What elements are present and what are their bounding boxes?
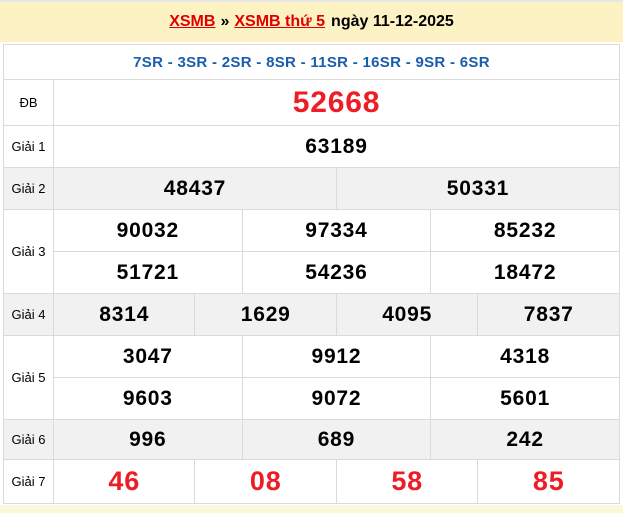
prize-number-g4-3: 4095 (335, 293, 479, 336)
breadcrumb-separator: » (220, 13, 230, 30)
prize-number-g4-1: 8314 (52, 293, 196, 336)
prize-number-g6-1: 996 (53, 419, 243, 460)
prize-number-g1-1: 63189 (53, 125, 620, 168)
prize-number-g5-2: 9912 (241, 335, 432, 378)
loto-codes-header: 7SR - 3SR - 2SR - 8SR - 11SR - 16SR - 9S… (3, 44, 620, 80)
prize-number-g3-3: 85232 (430, 209, 620, 252)
prize-number-g7-2: 08 (194, 459, 337, 504)
prize-row-g2: Giải 2 48437 50331 (3, 167, 621, 210)
xsmb-day-link[interactable]: XSMB thứ 5 (234, 13, 326, 30)
prize-number-g7-3: 58 (335, 459, 479, 504)
title-banner: XSMB » XSMB thứ 5 ngày 11-12-2025 (0, 0, 623, 42)
prize-row-g7: Giải 7 46 08 58 85 (3, 459, 620, 504)
prize-number-db-1: 52668 (53, 79, 620, 126)
prize-number-g6-3: 242 (430, 419, 620, 460)
prize-row-g5-line1: Giải 5 3047 9912 4318 (3, 335, 620, 420)
bottom-strip (0, 505, 623, 513)
prize-number-g3-5: 54236 (241, 251, 432, 294)
prize-number-g3-1: 90032 (53, 209, 243, 252)
prize-label-g7: Giải 7 (3, 459, 54, 504)
prize-number-g3-4: 51721 (53, 251, 243, 294)
prize-label-g6: Giải 6 (3, 419, 54, 460)
prize-label-g3: Giải 3 (3, 209, 54, 294)
prize-number-g4-4: 7837 (477, 293, 620, 336)
prize-number-g2-2: 50331 (335, 167, 621, 210)
prize-row-db: ĐB 52668 (3, 79, 620, 126)
prize-row-g3-line1: Giải 3 90032 97334 85232 (3, 209, 620, 294)
prize-number-g3-2: 97334 (241, 209, 432, 252)
prize-row-g3-line2: 51721 54236 18472 (4, 251, 620, 294)
prize-number-g2-1: 48437 (53, 167, 337, 210)
prize-label-g5: Giải 5 (3, 335, 54, 420)
prize-label-g2: Giải 2 (3, 167, 54, 210)
results-table: 7SR - 3SR - 2SR - 8SR - 11SR - 16SR - 9S… (3, 44, 621, 504)
prize-row-g1: Giải 1 63189 (3, 125, 620, 168)
prize-number-g5-6: 5601 (430, 377, 620, 420)
prize-row-g4: Giải 4 8314 1629 4095 7837 (3, 293, 620, 336)
xsmb-home-link[interactable]: XSMB (169, 13, 216, 30)
prize-number-g7-4: 85 (477, 459, 620, 504)
prize-number-g6-2: 689 (241, 419, 432, 460)
prize-number-g5-1: 3047 (53, 335, 243, 378)
prize-row-g5-line2: 9603 9072 5601 (4, 377, 620, 420)
prize-number-g5-4: 9603 (53, 377, 243, 420)
prize-number-g5-3: 4318 (430, 335, 620, 378)
results-table-wrap: 7SR - 3SR - 2SR - 8SR - 11SR - 16SR - 9S… (0, 44, 623, 504)
prize-number-g7-1: 46 (52, 459, 196, 504)
prize-number-g4-2: 1629 (194, 293, 337, 336)
prize-label-db: ĐB (3, 79, 54, 126)
prize-row-g6: Giải 6 996 689 242 (3, 419, 620, 460)
prize-label-g4: Giải 4 (3, 293, 54, 336)
prize-number-g5-5: 9072 (241, 377, 432, 420)
prize-number-g3-6: 18472 (430, 251, 620, 294)
draw-date-text: ngày 11-12-2025 (331, 13, 454, 30)
prize-label-g1: Giải 1 (3, 125, 54, 168)
